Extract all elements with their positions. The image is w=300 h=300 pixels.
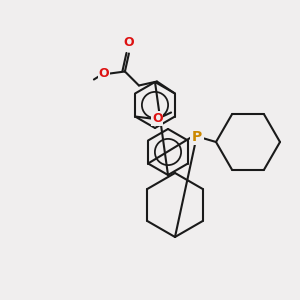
Text: O: O [98, 67, 109, 80]
Text: O: O [124, 37, 134, 50]
Text: P: P [192, 130, 202, 144]
Text: O: O [152, 112, 163, 125]
